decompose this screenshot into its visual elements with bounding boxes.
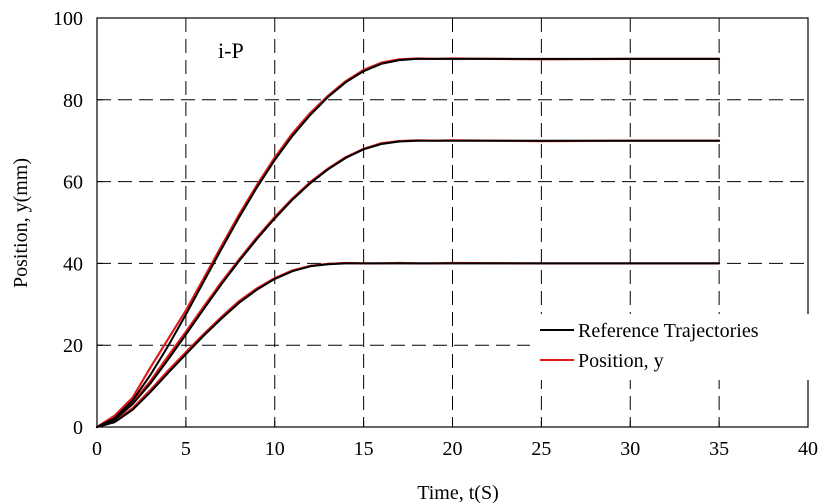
y-tick-label: 0	[73, 417, 83, 439]
x-tick-label: 35	[709, 438, 729, 460]
x-tick-label: 25	[531, 438, 551, 460]
x-axis-title: Time, t(S)	[417, 482, 499, 503]
x-tick-label: 15	[354, 438, 374, 460]
x-tick-label: 0	[92, 438, 102, 460]
y-tick-label: 40	[63, 253, 83, 275]
legend-label-position: Position, y	[578, 350, 664, 372]
plot-annotation: i-P	[218, 38, 244, 63]
y-tick-label: 60	[63, 172, 83, 194]
x-tick-label: 20	[443, 438, 463, 460]
legend-background	[530, 314, 812, 380]
series-lines	[95, 57, 721, 429]
x-tick-label: 5	[181, 438, 191, 460]
y-tick-label: 80	[63, 90, 83, 112]
axes	[96, 17, 809, 428]
y-tick-label: 20	[63, 335, 83, 357]
reference-line-90	[96, 57, 721, 428]
reference-line-40	[96, 262, 721, 428]
legend: Reference Trajectories Position, y	[530, 314, 812, 380]
x-tick-label: 10	[265, 438, 285, 460]
tick-labels: 0 5 10 15 20 25 30 35 40 0 20 40 60 80 100	[53, 8, 818, 460]
reference-line-70	[96, 139, 721, 428]
legend-label-reference: Reference Trajectories	[578, 320, 759, 342]
y-axis-title: Position, y(mm)	[10, 158, 32, 288]
x-tick-label: 30	[620, 438, 640, 460]
x-tick-label: 40	[798, 438, 818, 460]
y-tick-label: 100	[53, 8, 83, 30]
